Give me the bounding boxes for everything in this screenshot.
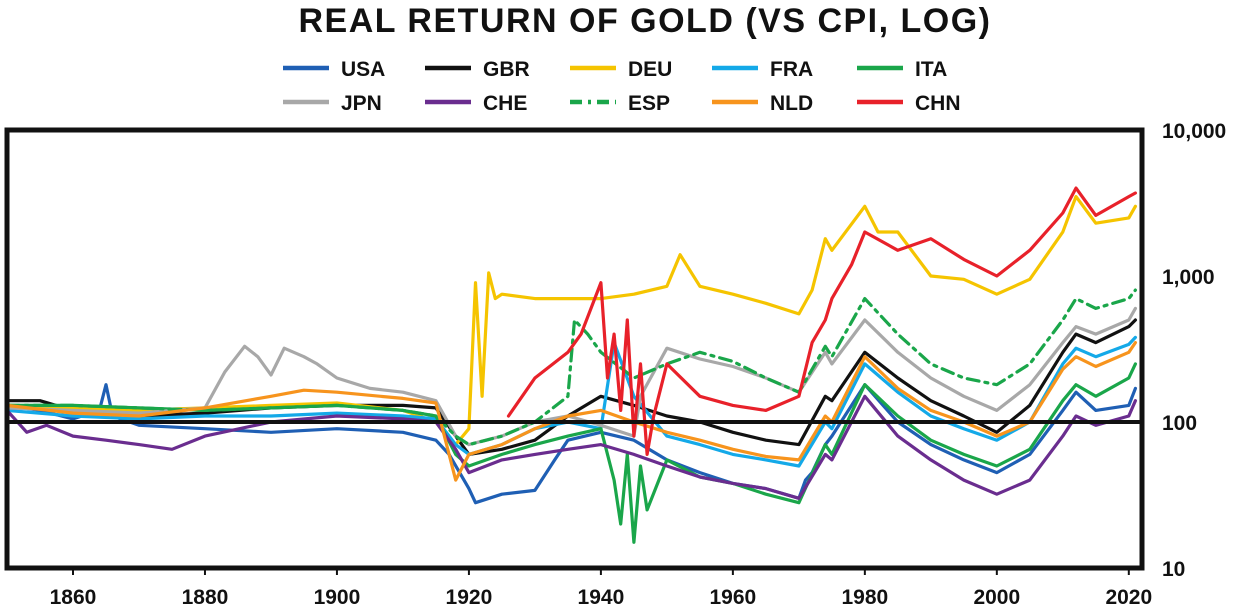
legend-label-chn: CHN [915,92,961,115]
legend-label-nld: NLD [770,92,813,115]
legend-label-che: CHE [483,92,527,115]
y-axis-ticks: 10 100 1,000 10,000 [1162,120,1226,581]
y-tick-label-1-000: 1,000 [1162,266,1215,289]
legend-label-deu: DEU [628,58,672,81]
x-tick-label-1940: 1940 [578,586,625,608]
legend-label-fra: FRA [770,58,813,81]
series-line-usa [5,383,1138,505]
x-tick-label-1980: 1980 [841,586,888,608]
legend-label-ita: ITA [915,58,947,81]
x-tick-label-2020: 2020 [1105,586,1152,608]
series-line-che [5,394,1138,500]
legend-label-esp: ESP [628,92,670,115]
plot-lines [5,186,1138,544]
x-tick-label-1860: 1860 [50,586,97,608]
legend-label-jpn: JPN [341,92,382,115]
y-tick-label-100: 100 [1162,412,1197,435]
y-tick-label-10-000: 10,000 [1162,120,1226,143]
series-line-chn [506,186,1138,456]
series-line-deu [5,195,1138,447]
chart-legend: USA GBR DEU FRA ITA JPN CHE ESP NLD CHN [283,58,961,115]
x-tick-label-1960: 1960 [710,586,757,608]
series-line-ita [5,362,1138,544]
series-line-fra [5,335,1138,468]
y-tick-label-10: 10 [1162,558,1185,581]
x-tick-label-2000: 2000 [973,586,1020,608]
x-tick-label-1920: 1920 [446,586,493,608]
x-tick-label-1880: 1880 [182,586,229,608]
legend-label-gbr: GBR [483,58,530,81]
plot-frame [4,127,1145,571]
x-tick-label-1900: 1900 [314,586,361,608]
chart-title: REAL RETURN OF GOLD (VS CPI, LOG) [298,2,992,40]
series-line-jpn [5,306,1138,447]
series-line-nld [5,341,1138,482]
legend-label-usa: USA [341,58,385,81]
x-axis-ticks: 1860 1880 1900 1920 1940 1960 1980 2000 2020 [50,568,1152,608]
